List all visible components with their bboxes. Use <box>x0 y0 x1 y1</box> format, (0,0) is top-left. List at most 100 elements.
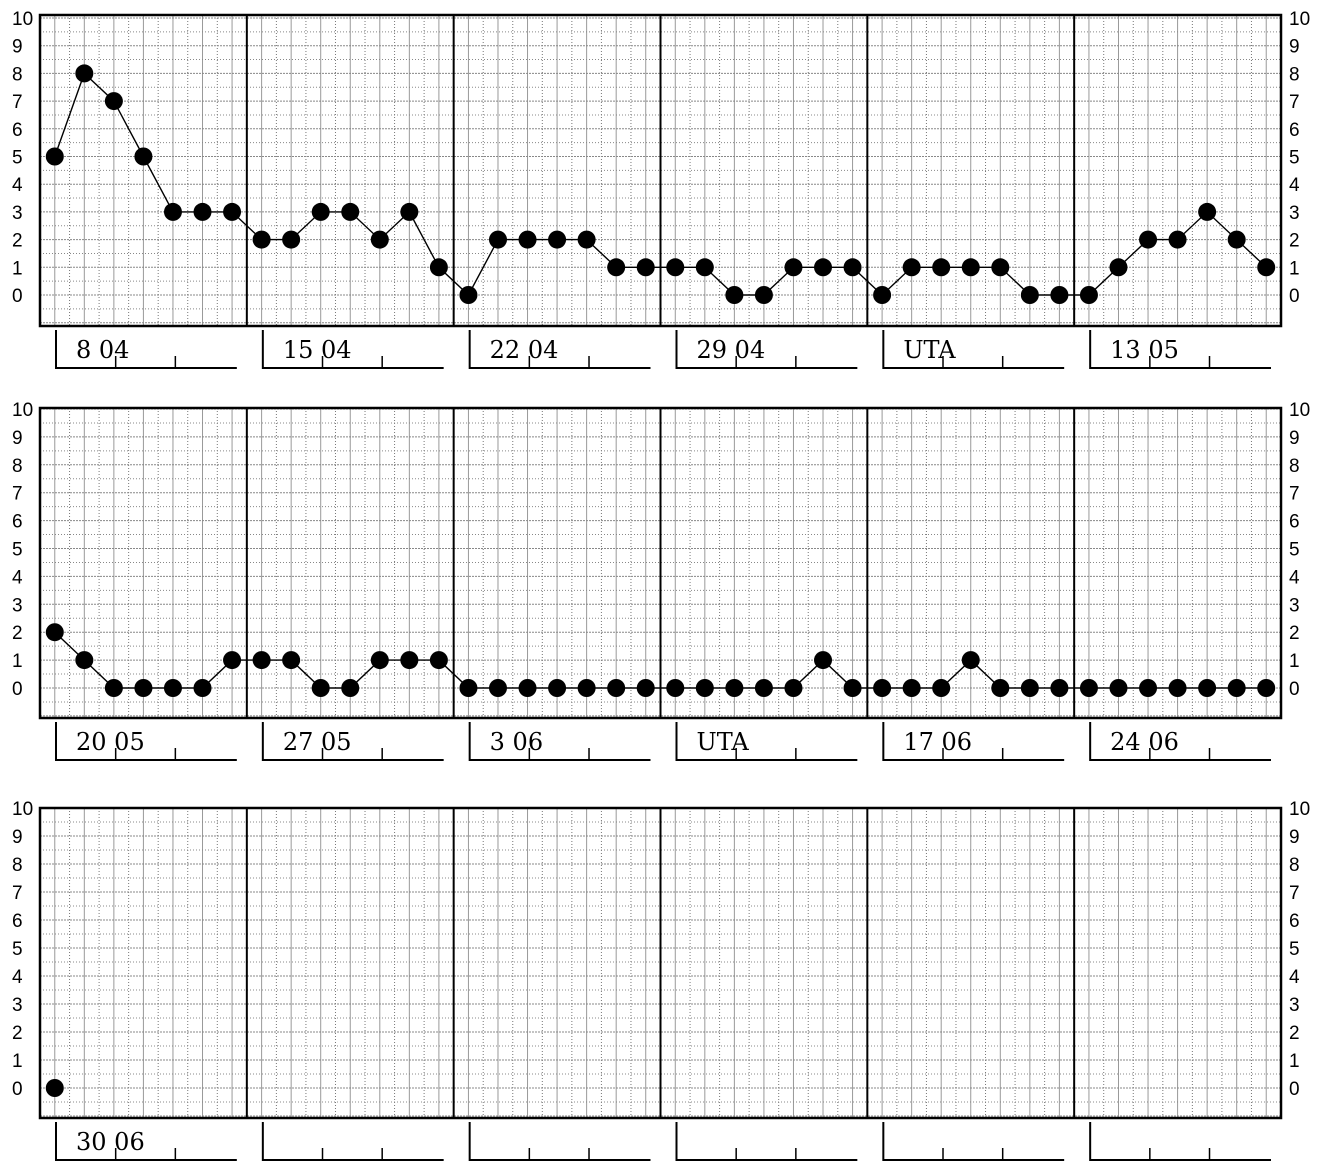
week-bracket: UTA <box>675 722 858 761</box>
week-bracket <box>1089 1122 1271 1161</box>
y-tick-label-right: 2 <box>1289 623 1300 644</box>
data-point <box>1109 258 1128 277</box>
data-point <box>45 147 64 166</box>
y-tick-label-left: 6 <box>12 911 23 932</box>
chart-panel-1: 0 0 1 1 2 2 3 3 4 4 5 5 6 6 7 7 8 8 9 9 10 10 8 04 15 04 22 04 29… <box>12 9 1310 369</box>
data-point <box>932 679 951 697</box>
y-tick-label-left: 7 <box>12 484 23 505</box>
data-point <box>163 679 182 697</box>
week-bracket-line <box>1089 722 1271 761</box>
week-bracket <box>261 1122 444 1161</box>
y-tick-label-left: 6 <box>12 120 23 141</box>
y-tick-label-right: 5 <box>1289 540 1300 561</box>
week-bracket-line <box>55 330 237 369</box>
week-bracket-line <box>882 1122 1065 1161</box>
week-bracket <box>675 1122 858 1161</box>
y-tick-label-right: 7 <box>1289 92 1300 113</box>
data-point <box>400 202 419 221</box>
y-tick-label-left: 1 <box>12 651 23 672</box>
data-point <box>223 651 242 670</box>
data-point <box>695 679 714 697</box>
vertical-gridlines <box>54 408 1267 718</box>
y-tick-label-left: 1 <box>12 258 23 279</box>
week-label: 8 04 <box>76 336 129 364</box>
data-point <box>134 679 153 697</box>
week-bracket-line <box>468 722 651 761</box>
y-tick-label-right: 2 <box>1289 231 1300 252</box>
data-point <box>1050 679 1069 697</box>
data-point <box>1227 230 1246 249</box>
week-label: 15 04 <box>283 336 352 364</box>
data-point <box>902 258 921 277</box>
week-bracket-line <box>882 330 1065 369</box>
data-point <box>784 679 803 697</box>
data-point <box>282 651 301 670</box>
data-point <box>991 258 1010 277</box>
week-bracket <box>882 1122 1065 1161</box>
data-point <box>104 679 123 697</box>
week-bracket: 13 05 <box>1089 330 1271 369</box>
y-tick-label-right: 8 <box>1289 855 1300 876</box>
data-point <box>961 651 980 670</box>
week-label: UTA <box>697 728 750 756</box>
y-tick-label-left: 9 <box>12 827 23 848</box>
data-point <box>252 651 271 670</box>
y-tick-label-left: 9 <box>12 428 23 449</box>
data-point <box>607 258 626 277</box>
data-point <box>223 202 242 221</box>
data-point <box>400 651 419 670</box>
y-tick-label-right: 5 <box>1289 939 1300 960</box>
y-tick-label-right: 4 <box>1289 175 1300 196</box>
week-bracket: 20 05 <box>55 722 237 761</box>
y-tick-label-right: 10 <box>1289 799 1310 820</box>
y-tick-label-right: 3 <box>1289 995 1300 1016</box>
y-tick-label-right: 6 <box>1289 911 1300 932</box>
week-label: 17 06 <box>903 728 972 756</box>
y-tick-label-left: 4 <box>12 175 23 196</box>
data-point <box>991 679 1010 697</box>
vertical-gridlines <box>54 15 1267 326</box>
data-point <box>429 258 448 277</box>
data-point <box>873 679 892 697</box>
y-tick-label-left: 10 <box>12 799 33 820</box>
data-point <box>1139 679 1158 697</box>
y-tick-label-left: 8 <box>12 64 23 85</box>
week-bracket: 22 04 <box>468 330 651 369</box>
y-tick-label-right: 4 <box>1289 567 1300 588</box>
data-point <box>961 258 980 277</box>
y-tick-label-left: 3 <box>12 203 23 224</box>
week-bracket: 29 04 <box>675 330 858 369</box>
data-point <box>814 651 833 670</box>
y-tick-label-left: 0 <box>12 286 23 307</box>
y-tick-label-left: 9 <box>12 37 23 58</box>
week-label: 20 05 <box>76 728 145 756</box>
data-point <box>932 258 951 277</box>
data-point <box>1257 258 1276 277</box>
data-point <box>1227 679 1246 697</box>
data-point <box>45 623 64 642</box>
data-point <box>370 651 389 670</box>
week-bracket: 15 04 <box>261 330 444 369</box>
y-tick-label-left: 10 <box>12 400 33 421</box>
week-label: 24 06 <box>1110 728 1179 756</box>
y-tick-label-left: 5 <box>12 148 23 169</box>
week-bracket-line <box>55 1122 237 1161</box>
week-bracket: 30 06 <box>55 1122 237 1161</box>
data-point <box>104 92 123 111</box>
data-point <box>1198 202 1217 221</box>
y-tick-label-right: 8 <box>1289 456 1300 477</box>
data-point <box>754 679 773 697</box>
week-label: 3 06 <box>490 728 543 756</box>
week-label: 13 05 <box>1110 336 1179 364</box>
y-tick-label-right: 6 <box>1289 512 1300 533</box>
data-point <box>282 230 301 249</box>
data-point <box>311 202 330 221</box>
data-point <box>341 202 360 221</box>
data-point <box>311 679 330 697</box>
y-tick-label-left: 7 <box>12 883 23 904</box>
data-point <box>429 651 448 670</box>
y-tick-label-right: 0 <box>1289 1079 1300 1100</box>
data-point <box>1168 679 1187 697</box>
data-point <box>75 651 94 670</box>
